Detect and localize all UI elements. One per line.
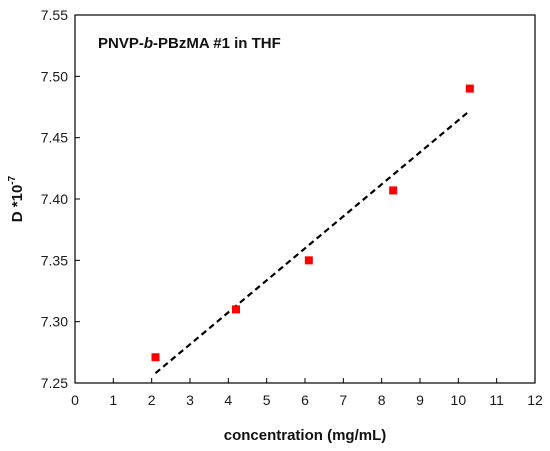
chart-title-part-2: b bbox=[144, 35, 153, 52]
fit-line-group bbox=[154, 109, 471, 375]
x-axis-title: concentration (mg/mL) bbox=[224, 427, 387, 444]
data-point bbox=[232, 305, 240, 314]
data-point bbox=[389, 186, 398, 195]
data-point bbox=[465, 84, 474, 93]
x-tick-label: 4 bbox=[224, 392, 232, 408]
x-tick-label: 8 bbox=[378, 392, 386, 408]
chart-title-part-3: -PBzMA #1 in THF bbox=[153, 35, 281, 52]
y-tick-label: 7.40 bbox=[41, 191, 68, 207]
y-tick-label: 7.45 bbox=[41, 130, 68, 146]
chart-title-part-1: PNVP- bbox=[98, 35, 144, 52]
x-tick-label: 12 bbox=[527, 392, 543, 408]
x-tick-label: 7 bbox=[339, 392, 347, 408]
chart-title: PNVP-b-PBzMA #1 in THF bbox=[98, 35, 281, 52]
x-tick-label: 2 bbox=[148, 392, 156, 408]
fit-line bbox=[154, 109, 471, 375]
data-point bbox=[304, 256, 313, 265]
x-tick-label: 1 bbox=[109, 392, 117, 408]
y-tick-label: 7.30 bbox=[41, 314, 68, 330]
y-tick-label: 7.35 bbox=[41, 252, 68, 268]
y-axis-title-main: D *10 bbox=[9, 185, 26, 223]
y-tick-label: 7.55 bbox=[41, 7, 68, 23]
x-tick-label: 5 bbox=[263, 392, 271, 408]
y-axis-title-superscript: -7 bbox=[7, 175, 18, 184]
x-tick-label: 9 bbox=[416, 392, 424, 408]
x-tick-label: 10 bbox=[451, 392, 467, 408]
x-tick-label: 11 bbox=[489, 392, 504, 408]
x-tick-label: 3 bbox=[186, 392, 194, 408]
x-tick-label: 0 bbox=[71, 392, 79, 408]
y-tick-label: 7.50 bbox=[41, 68, 68, 84]
data-points bbox=[151, 84, 474, 362]
axis-ticks: 0 1 2 3 4 5 6 7 8 9 10 11 127.257.307.357.407.457.50… bbox=[41, 7, 543, 408]
data-point bbox=[151, 353, 160, 362]
x-tick-label: 6 bbox=[301, 392, 309, 408]
y-axis-title: D *10-7 bbox=[7, 175, 26, 222]
y-tick-label: 7.25 bbox=[41, 375, 68, 391]
